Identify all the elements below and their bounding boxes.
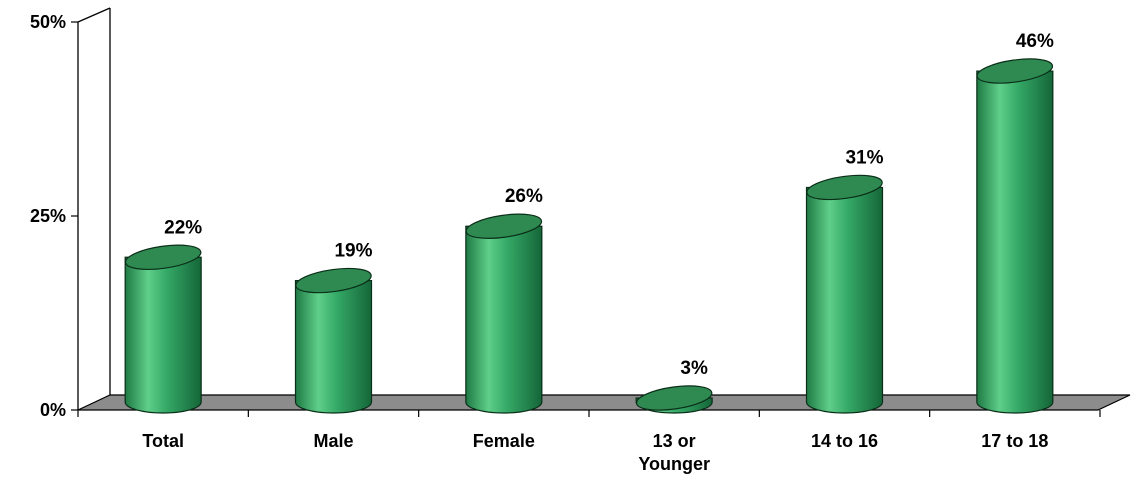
labels: 0% 25% 50% 22% Total 19% Male 26% Female 3% 13 or Y… (30, 12, 1054, 474)
bar-top-cap (635, 385, 713, 411)
bar (124, 244, 202, 414)
data-label: 19% (334, 241, 372, 262)
bar (635, 385, 713, 414)
bar (976, 58, 1054, 414)
y-tick-label: 25% (30, 206, 66, 226)
bar-top-cap (806, 174, 883, 201)
bar-body (976, 70, 1054, 414)
bar-top-cap (465, 213, 543, 239)
y-tick-label: 0% (40, 400, 66, 420)
bar (294, 267, 373, 414)
bar-body (805, 186, 884, 414)
x-tick-label-line: 13 or (653, 431, 696, 451)
x-tick-label: 13 or Younger (638, 431, 710, 474)
x-tick-label: 17 to 18 (981, 431, 1048, 451)
data-label: 22% (164, 217, 202, 238)
data-label: 46% (1016, 31, 1054, 52)
bar-body (294, 279, 373, 414)
data-label: 31% (845, 147, 883, 168)
x-tick-label: Male (313, 431, 353, 451)
side-wall-top-edge (77, 7, 111, 23)
data-label: 3% (680, 358, 708, 379)
x-tick-label: 14 to 16 (811, 431, 878, 451)
y-tick-label: 50% (30, 12, 66, 32)
chart-frame (71, 7, 1101, 417)
bar-body (465, 225, 543, 414)
x-tick-label-line: Female (473, 431, 535, 451)
x-tick-label: Total (142, 431, 184, 451)
bar-top-cap (976, 58, 1054, 84)
x-tick-label-line: Younger (638, 454, 710, 474)
bar (465, 213, 543, 414)
x-tick-label-line: Male (313, 431, 353, 451)
x-tick-label: Female (473, 431, 535, 451)
x-tick-label-line: 14 to 16 (811, 431, 878, 451)
bars (124, 58, 1054, 414)
x-tick-label-line: Total (142, 431, 184, 451)
x-tick-label-line: 17 to 18 (981, 431, 1048, 451)
floor-plane (77, 394, 1131, 411)
bar-top-cap (124, 244, 202, 270)
bar-body (124, 256, 202, 414)
bar-top-cap (295, 267, 372, 294)
chart-floor (77, 394, 1131, 411)
data-label: 26% (505, 186, 543, 207)
bar (805, 174, 884, 414)
